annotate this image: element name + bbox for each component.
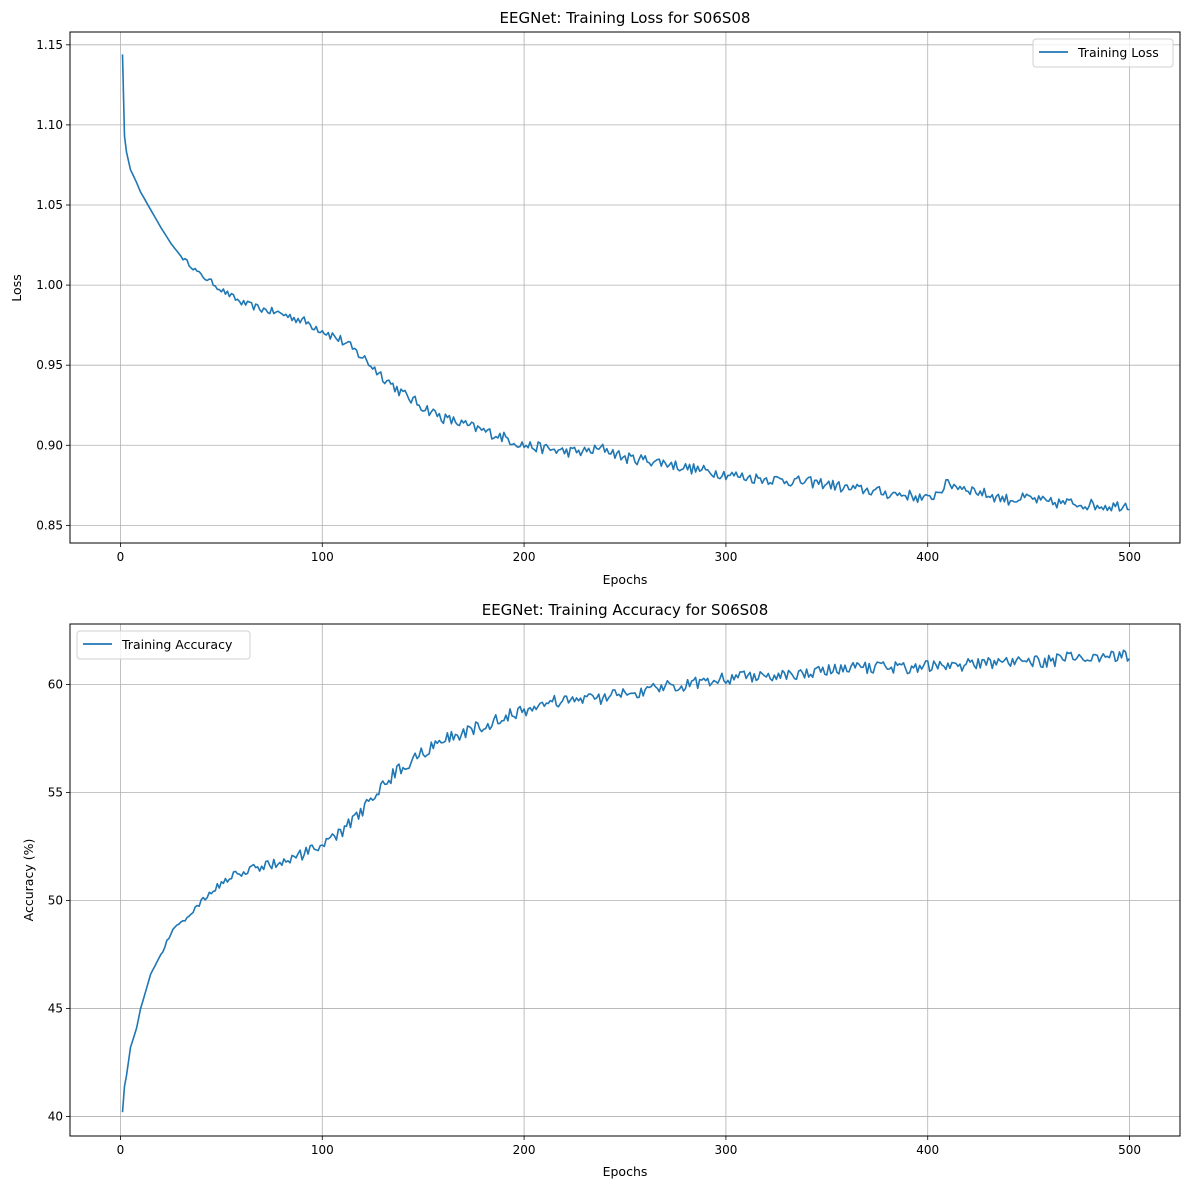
x-tick-label: 400 [916,1143,939,1157]
y-tick-label: 45 [48,1002,63,1016]
accuracy-chart-title: EEGNet: Training Accuracy for S06S08 [482,601,769,619]
loss-grid [70,32,1180,543]
x-tick-label: 500 [1118,1143,1141,1157]
y-tick-label: 0.95 [36,358,63,372]
y-tick-label: 40 [48,1110,63,1124]
x-tick-label: 200 [513,550,536,564]
accuracy-y-axis-label: Accuracy (%) [21,839,36,922]
loss-x-ticks: 0 100 200 300 400 500 [117,543,1141,564]
loss-legend-box [1032,38,1174,68]
y-tick-label: 60 [48,677,63,691]
y-tick-label: 1.10 [36,118,63,132]
loss-y-ticks: 0.85 0.90 0.95 1.00 1.05 1.10 1.15 [36,38,70,532]
accuracy-x-axis-label: Epochs [603,1164,648,1179]
loss-legend-label: Training Loss [1077,45,1159,60]
y-tick-label: 1.05 [36,198,63,212]
y-tick-label: 0.85 [36,518,63,532]
training-loss-line [121,54,1130,512]
accuracy-legend: Training Accuracy [76,630,251,660]
x-tick-label: 100 [311,550,334,564]
x-tick-label: 300 [714,1143,737,1157]
y-tick-label: 0.90 [36,438,63,452]
accuracy-legend-box [76,630,251,660]
loss-legend: Training Loss [1032,38,1174,68]
loss-chart-title: EEGNet: Training Loss for S06S08 [500,9,751,27]
y-tick-label: 1.15 [36,38,63,52]
y-tick-label: 1.00 [36,278,63,292]
x-tick-label: 400 [916,550,939,564]
x-tick-label: 300 [714,550,737,564]
x-tick-label: 200 [513,1143,536,1157]
x-tick-label: 0 [117,550,125,564]
accuracy-chart: EEGNet: Training Accuracy for S06S08 0 10… [21,601,1181,1179]
accuracy-x-ticks: 0 100 200 300 400 500 [117,1136,1141,1157]
accuracy-y-ticks: 40 45 50 55 60 [48,677,70,1124]
loss-axes-frame [69,31,1181,544]
loss-y-axis-label: Loss [9,274,24,301]
accuracy-legend-label: Training Accuracy [121,637,233,652]
accuracy-axes-frame [69,623,1181,1137]
accuracy-grid [70,624,1180,1136]
x-tick-label: 0 [117,1143,125,1157]
training-accuracy-line [121,649,1131,1113]
loss-x-axis-label: Epochs [603,572,648,587]
x-tick-label: 100 [311,1143,334,1157]
y-tick-label: 55 [48,786,63,800]
x-tick-label: 500 [1118,550,1141,564]
y-tick-label: 50 [48,894,63,908]
loss-chart: EEGNet: Training Loss for S06S08 0 100 200… [9,9,1181,587]
